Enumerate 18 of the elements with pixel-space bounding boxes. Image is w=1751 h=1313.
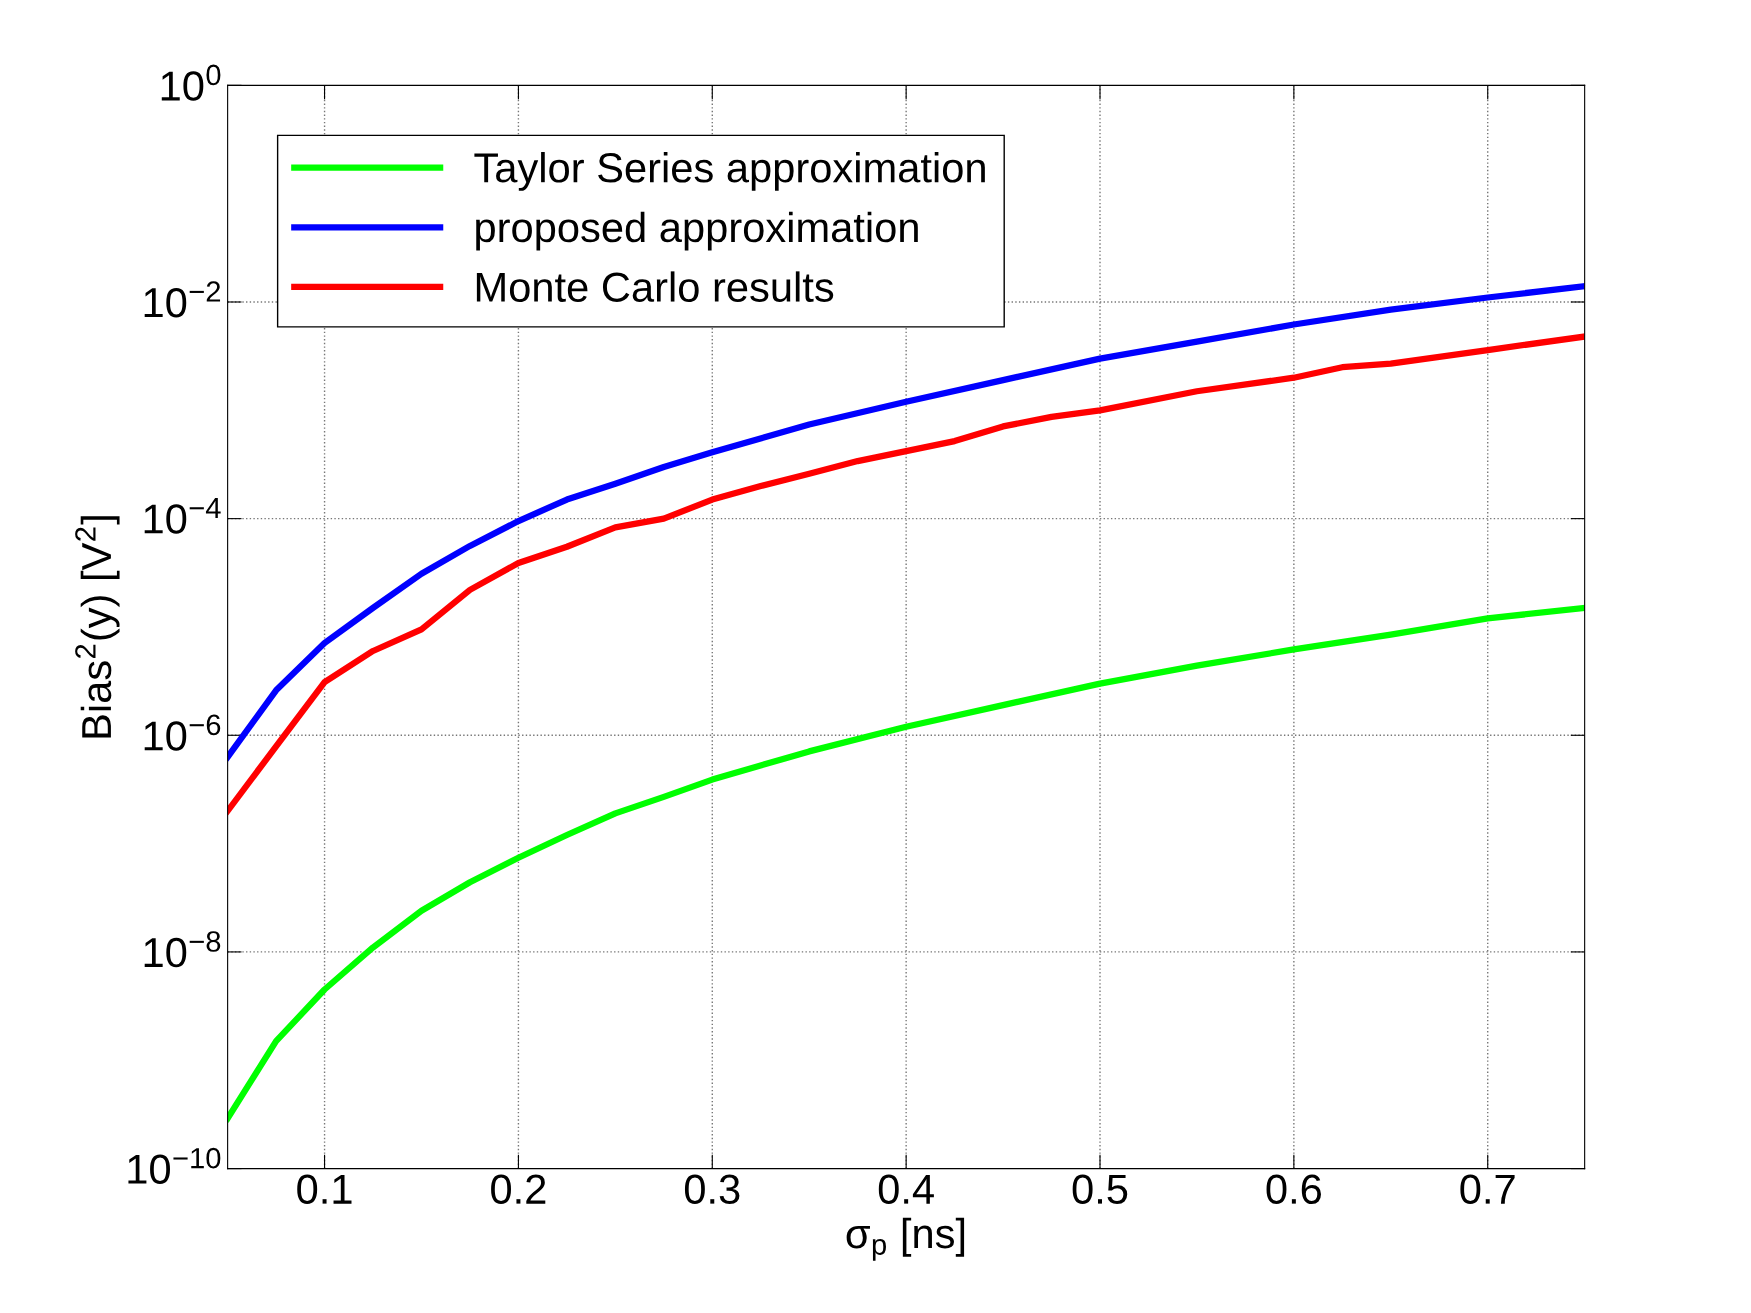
y-tick-label: 10$^{0}$ [161, 64, 221, 101]
x-tick-label: 0.3 [684, 1174, 740, 1205]
x-tick-label: 0.1 [297, 1174, 352, 1205]
x-tick-label: 0.4 [878, 1174, 934, 1205]
legend-label: Taylor Series approximation [474, 152, 985, 191]
x-tick-label: 0.7 [1460, 1174, 1515, 1205]
y-axis-title: Bias$^{2}$(y) [V$^{2}$] [75, 516, 120, 738]
y-tick-label: 10$^{−10}$ [128, 1147, 221, 1185]
x-tick-label: 0.5 [1072, 1174, 1128, 1205]
y-tick-label: 10$^{−4}$ [144, 497, 221, 534]
y-tick-label: 10$^{−8}$ [144, 931, 221, 968]
x-tick-label: 0.6 [1266, 1174, 1321, 1205]
x-axis-title: σ$_{p}$ [ns] [846, 1217, 965, 1261]
x-tick-label: 0.2 [491, 1174, 546, 1205]
legend-label: proposed approximation [476, 211, 918, 251]
y-tick-label: 10$^{−6}$ [144, 714, 221, 751]
y-tick-label: 10$^{−2}$ [144, 281, 221, 318]
legend-label: Monte Carlo results [476, 271, 834, 302]
